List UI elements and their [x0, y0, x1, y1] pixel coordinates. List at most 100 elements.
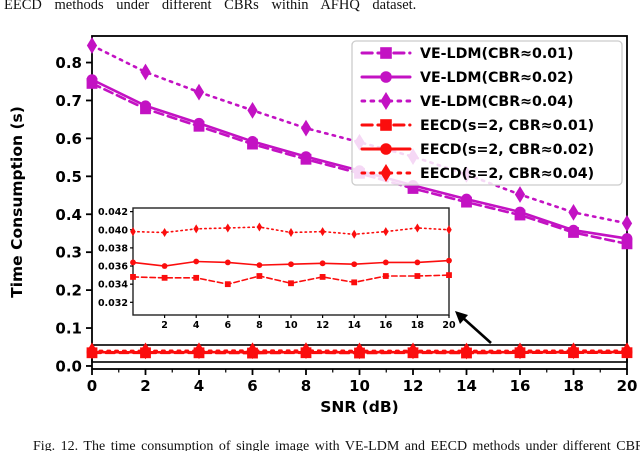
square-marker: [161, 274, 168, 281]
circle-marker: [414, 259, 421, 266]
circle-marker: [446, 257, 452, 264]
svg-text:14: 14: [348, 320, 362, 331]
diamond-marker: [300, 119, 312, 137]
circle-marker: [319, 260, 326, 267]
svg-text:EECD(s=2, CBR≈0.01): EECD(s=2, CBR≈0.01): [420, 118, 594, 134]
svg-text:2: 2: [140, 377, 150, 395]
svg-text:0.5: 0.5: [55, 168, 82, 186]
diamond-marker: [407, 342, 419, 360]
svg-text:0: 0: [87, 377, 97, 395]
time-consumption-chart: 0 2 4 6 8 10 12 14 16 18 20 SNR (dB) 0.0 0.1 0.2 0.3 0.4…: [0, 14, 640, 426]
svg-text:0.6: 0.6: [55, 130, 82, 148]
svg-text:EECD(s=2, CBR≈0.02): EECD(s=2, CBR≈0.02): [420, 142, 594, 158]
circle-marker: [140, 100, 151, 112]
circle-marker: [130, 259, 136, 266]
inset-series-EECD(s=2, CBR≈0.01): [130, 272, 452, 288]
diamond-marker: [621, 214, 633, 232]
circle-marker: [300, 151, 312, 163]
svg-text:EECD(s=2, CBR≈0.04): EECD(s=2, CBR≈0.04): [420, 166, 594, 182]
diamond-marker: [225, 223, 231, 233]
inset-axes: 2 4 6 8 10 12 14 16 18 20 0.032 0.034 0.036 0.038 0.04…: [98, 207, 456, 331]
svg-text:8: 8: [301, 377, 311, 395]
square-marker: [130, 274, 136, 280]
circle-marker: [461, 193, 472, 205]
circle-marker: [351, 261, 358, 268]
circle-marker: [161, 263, 168, 269]
svg-text:12: 12: [403, 377, 424, 395]
square-marker: [256, 273, 263, 279]
svg-text:6: 6: [224, 320, 231, 331]
diamond-marker: [380, 92, 392, 110]
circle-marker: [288, 261, 294, 268]
svg-text:10: 10: [284, 320, 298, 331]
diamond-marker: [300, 342, 312, 360]
previous-caption-fragment: EECD methods under different CBRs within…: [4, 0, 417, 13]
diamond-marker: [414, 223, 421, 233]
diamond-marker: [86, 342, 98, 360]
svg-text:0.038: 0.038: [98, 243, 128, 254]
diamond-marker: [193, 342, 205, 360]
circle-marker: [380, 71, 392, 83]
svg-text:0.8: 0.8: [55, 54, 82, 72]
legend-entry-EECD(s=2, CBR≈0.02): EECD(s=2, CBR≈0.02): [360, 142, 594, 158]
svg-text:6: 6: [247, 377, 257, 395]
square-marker: [288, 280, 294, 287]
y-axis-label: Time Consumption (s): [8, 106, 26, 298]
diamond-marker: [319, 227, 326, 237]
svg-text:16: 16: [510, 377, 531, 395]
square-marker: [414, 273, 421, 279]
legend-entry-EECD(s=2, CBR≈0.04): EECD(s=2, CBR≈0.04): [360, 164, 594, 182]
x-axis: 0 2 4 6 8 10 12 14 16 18 20 SNR (dB): [87, 369, 638, 416]
zoom-arrow: [455, 311, 492, 344]
legend-entry-EECD(s=2, CBR≈0.01): EECD(s=2, CBR≈0.01): [360, 118, 594, 134]
diamond-marker: [86, 37, 98, 54]
svg-text:0.0: 0.0: [55, 357, 82, 375]
diamond-marker: [568, 342, 579, 360]
svg-text:20: 20: [442, 320, 456, 331]
diamond-marker: [383, 227, 389, 237]
diamond-marker: [288, 227, 294, 237]
diamond-marker: [354, 342, 365, 360]
diamond-marker: [621, 342, 633, 360]
svg-text:12: 12: [316, 320, 329, 331]
diamond-marker: [514, 186, 526, 203]
circle-marker: [86, 74, 98, 86]
diamond-marker: [247, 101, 258, 119]
circle-marker: [568, 224, 579, 236]
svg-text:VE-LDM(CBR≈0.02): VE-LDM(CBR≈0.02): [420, 70, 574, 86]
inset-series-EECD(s=2, CBR≈0.02): [130, 257, 452, 269]
legend-entry-VE-LDM(CBR≈0.04): VE-LDM(CBR≈0.04): [360, 92, 574, 110]
svg-text:0.2: 0.2: [55, 282, 82, 300]
svg-text:VE-LDM(CBR≈0.04): VE-LDM(CBR≈0.04): [420, 94, 574, 110]
series-EECD(s=2, CBR≈0.04): [86, 342, 633, 360]
square-marker: [351, 279, 358, 286]
figure-caption: Fig. 12. The time consumption of single …: [33, 439, 640, 451]
circle-marker: [193, 258, 200, 265]
diamond-marker: [161, 227, 168, 237]
legend-entry-VE-LDM(CBR≈0.02): VE-LDM(CBR≈0.02): [360, 70, 574, 86]
circle-marker: [514, 206, 526, 218]
diamond-marker: [193, 224, 199, 234]
svg-text:18: 18: [563, 377, 584, 395]
circle-marker: [256, 262, 263, 269]
y-axis: 0.0 0.1 0.2 0.3 0.4 0.5 0.6 0.7 0.8 Time Consumpt…: [8, 54, 92, 375]
svg-text:8: 8: [256, 320, 263, 331]
svg-text:VE-LDM(CBR≈0.01): VE-LDM(CBR≈0.01): [420, 46, 574, 62]
diamond-marker: [193, 83, 205, 101]
square-marker: [193, 274, 200, 281]
circle-marker: [382, 259, 389, 266]
diamond-marker: [140, 63, 151, 81]
square-marker: [446, 272, 452, 279]
svg-text:0.042: 0.042: [98, 207, 128, 218]
svg-text:14: 14: [456, 377, 477, 395]
svg-text:20: 20: [617, 377, 638, 395]
svg-text:0.4: 0.4: [55, 206, 82, 224]
circle-marker: [193, 117, 205, 129]
svg-text:18: 18: [411, 320, 425, 331]
square-marker: [224, 281, 231, 288]
x-axis-label: SNR (dB): [320, 398, 399, 416]
svg-text:0.032: 0.032: [98, 298, 128, 309]
square-marker: [380, 119, 392, 131]
svg-text:10: 10: [349, 377, 370, 395]
